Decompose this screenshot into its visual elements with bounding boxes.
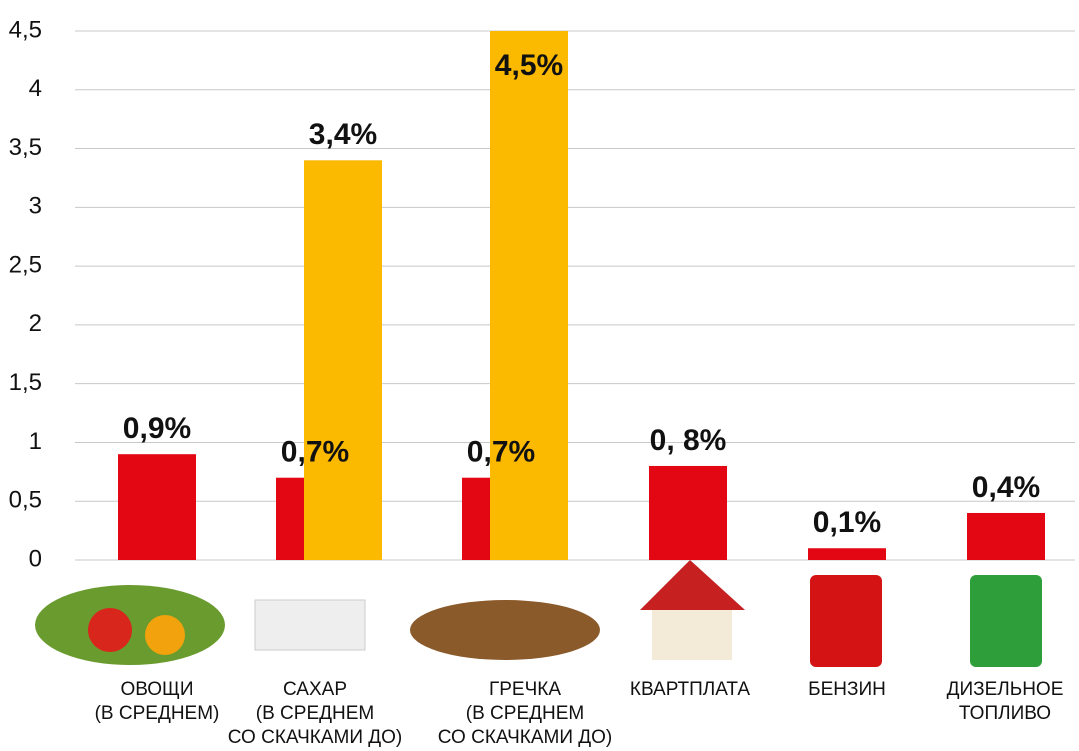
sugar-icon bbox=[255, 600, 365, 650]
value-label: 3,4% bbox=[309, 118, 377, 151]
value-label: 0,1% bbox=[813, 506, 881, 539]
illustrations bbox=[35, 560, 1042, 667]
value-label: 0, 8% bbox=[650, 424, 727, 457]
house-icon bbox=[652, 610, 732, 660]
bar bbox=[808, 548, 886, 560]
bar bbox=[490, 31, 568, 560]
x-tick-label: КВАРТПЛАТА bbox=[630, 679, 750, 700]
value-label: 0,4% bbox=[972, 471, 1040, 504]
y-tick-label: 4,5 bbox=[9, 16, 42, 43]
y-tick-label: 1,5 bbox=[9, 369, 42, 396]
x-tick-label: ОВОЩИ(В СРЕДНЕМ) bbox=[95, 679, 220, 724]
bar bbox=[967, 513, 1045, 560]
bar bbox=[118, 454, 196, 560]
bar bbox=[304, 160, 382, 560]
y-tick-label: 2,5 bbox=[9, 251, 42, 278]
canister-icon bbox=[810, 575, 882, 667]
y-tick-label: 3,5 bbox=[9, 134, 42, 161]
bar bbox=[649, 466, 727, 560]
vegetables-icon bbox=[88, 608, 132, 652]
value-label: 0,7% bbox=[281, 436, 349, 469]
value-label: 0,7% bbox=[467, 436, 535, 469]
chart: 0 0,5 1 1,5 2 2,5 3 3,5 4 4,5 ОВОЩИ(В СРЕДНЕМ)САХА… bbox=[0, 0, 1079, 751]
y-tick-label: 0,5 bbox=[9, 487, 42, 514]
y-tick-label: 3 bbox=[29, 193, 42, 220]
value-label: 4,5% bbox=[495, 49, 563, 82]
y-tick-label: 0 bbox=[29, 545, 42, 572]
value-label: 0,9% bbox=[123, 412, 191, 445]
y-tick-label: 1 bbox=[29, 428, 42, 455]
y-tick-label: 4 bbox=[29, 75, 42, 102]
vegetables-icon bbox=[145, 615, 185, 655]
canister-icon bbox=[970, 575, 1042, 667]
house-icon bbox=[640, 560, 745, 610]
buckwheat-icon bbox=[410, 600, 600, 660]
x-tick-label: БЕНЗИН bbox=[808, 679, 886, 700]
y-tick-label: 2 bbox=[29, 310, 42, 337]
